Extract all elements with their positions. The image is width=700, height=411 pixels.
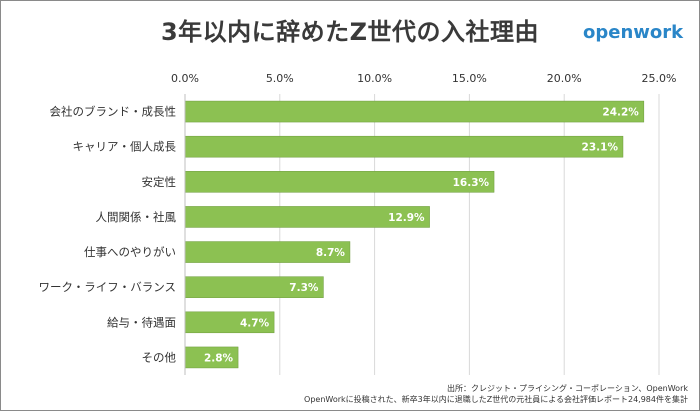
x-tick-label: 10.0% xyxy=(357,72,392,85)
x-tick-labels: 0.0% 5.0% 10.0% 15.0% 20.0% 25.0% xyxy=(171,72,676,85)
category-label: ワーク・ライフ・バランス xyxy=(38,280,176,294)
x-tick-label: 0.0% xyxy=(171,72,199,85)
data-label: 16.3% xyxy=(453,177,490,189)
category-label: 仕事へのやりがい xyxy=(84,245,176,259)
bar xyxy=(184,135,624,158)
category-label: 人間関係・社風 xyxy=(96,210,177,224)
data-label: 2.8% xyxy=(204,352,234,364)
x-tick-label: 5.0% xyxy=(266,72,294,85)
category-label: 安定性 xyxy=(142,175,177,189)
bar xyxy=(184,171,495,193)
x-tick-label: 20.0% xyxy=(547,72,582,85)
data-label: 23.1% xyxy=(582,142,619,154)
source-note: 出所：クレジット・プライシング・コーポレーション、OpenWork OpenWo… xyxy=(304,383,688,405)
openwork-logo: openwork xyxy=(583,22,684,43)
data-labels: 24.2% 23.1% 16.3% 12.9% 8.7% 7.3% 4.7% 2.8% xyxy=(204,107,639,365)
source-line-2: OpenWorkに投稿された、新卒3年以内に退職したZ世代の元社員による会社評価… xyxy=(304,395,688,404)
data-label: 4.7% xyxy=(240,317,270,329)
source-line-1: 出所：クレジット・プライシング・コーポレーション、OpenWork xyxy=(447,384,688,393)
bar xyxy=(184,100,645,123)
data-label: 8.7% xyxy=(316,247,346,259)
category-labels: 会社のブランド・成長性キャリア・個人成長安定性人間関係・社風仕事へのやりがいワー… xyxy=(38,105,176,365)
data-label: 24.2% xyxy=(602,107,639,119)
category-label: 会社のブランド・成長性 xyxy=(50,105,177,119)
chart-title: 3年以内に辞めたZ世代の入社理由 xyxy=(160,18,540,46)
category-label: キャリア・個人成長 xyxy=(73,140,177,154)
x-tick-label: 15.0% xyxy=(452,72,487,85)
category-label: その他 xyxy=(142,350,177,364)
category-label: 給与・待遇面 xyxy=(107,315,176,329)
x-tick-label: 25.0% xyxy=(642,72,677,85)
data-label: 12.9% xyxy=(388,212,425,224)
data-label: 7.3% xyxy=(289,282,319,294)
